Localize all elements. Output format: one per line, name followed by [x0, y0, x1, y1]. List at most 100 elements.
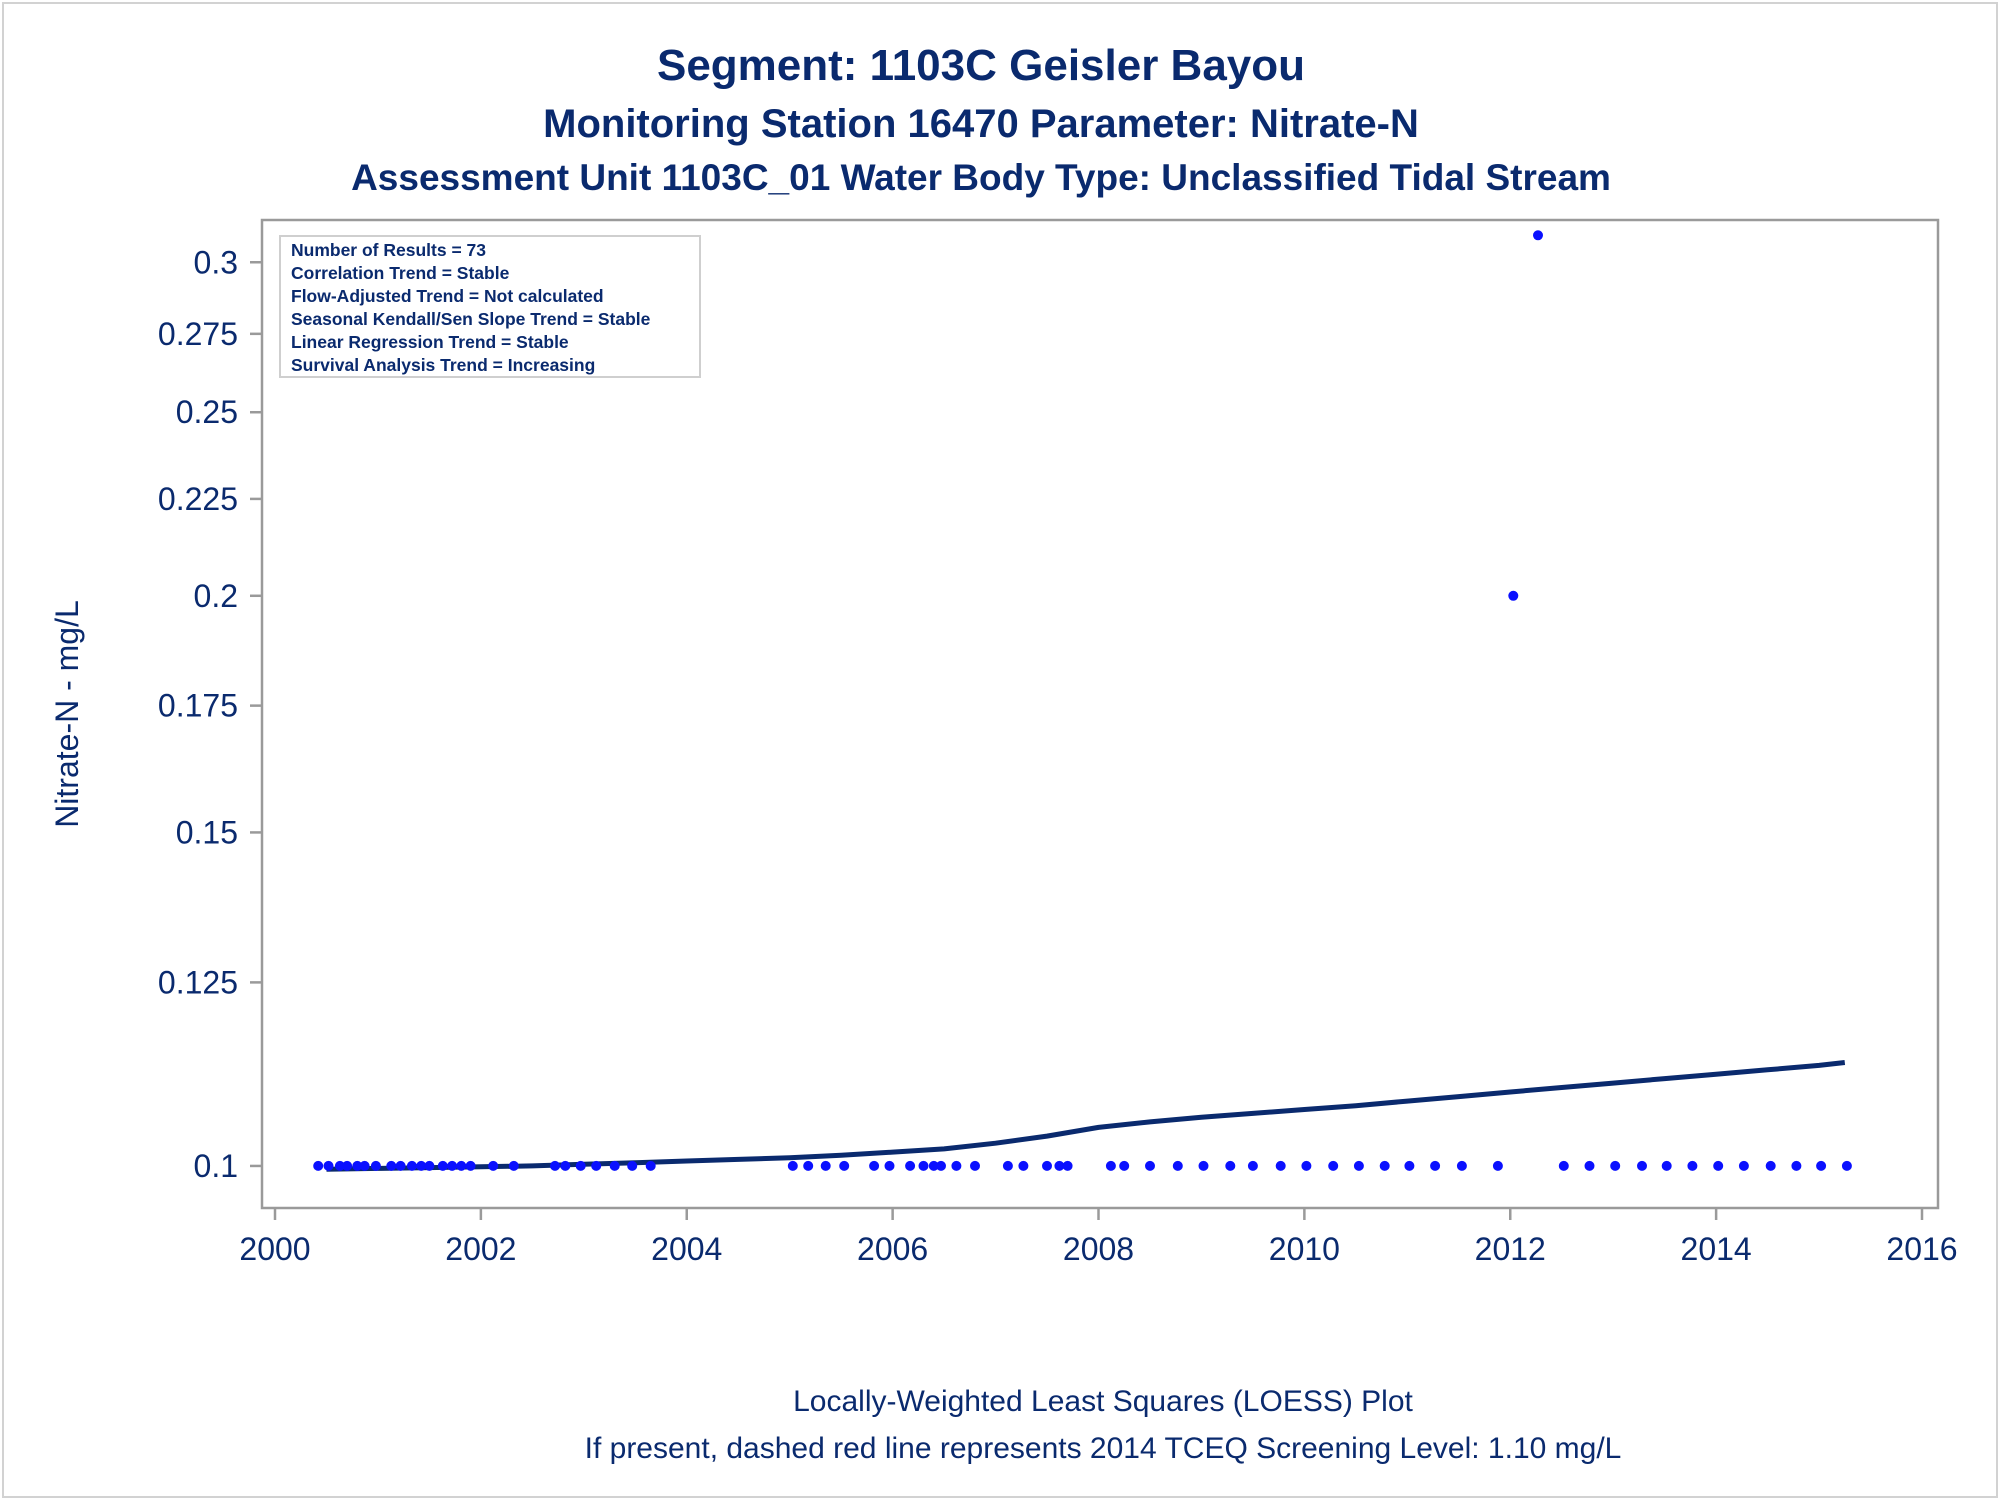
data-point — [1687, 1160, 1698, 1171]
data-point — [560, 1160, 571, 1171]
x-tick-label: 2012 — [1475, 1231, 1546, 1267]
data-point — [323, 1160, 334, 1171]
y-tick-label: 0.275 — [158, 316, 238, 352]
x-tick-label: 2014 — [1681, 1231, 1752, 1267]
data-point — [1275, 1160, 1286, 1171]
stats-legend-box — [279, 235, 701, 378]
data-point — [1404, 1160, 1415, 1171]
chart-subtitle-2: Assessment Unit 1103C_01 Water Body Type… — [351, 157, 1611, 198]
data-point — [884, 1160, 895, 1171]
data-point — [1105, 1160, 1116, 1171]
x-tick-label: 2006 — [857, 1231, 928, 1267]
data-point — [1062, 1160, 1073, 1171]
x-tick-label: 2010 — [1269, 1231, 1340, 1267]
data-point — [1172, 1160, 1183, 1171]
y-axis: 0.1 0.125 0.15 0.175 0.2 0.225 0.25 0.275 0.3 — [158, 244, 262, 1184]
data-point — [1713, 1160, 1724, 1171]
data-point — [1661, 1160, 1672, 1171]
legend-line: Survival Analysis Trend = Increasing — [291, 355, 595, 375]
data-point — [1054, 1160, 1065, 1171]
legend-line: Seasonal Kendall/Sen Slope Trend = Stabl… — [291, 309, 651, 329]
data-point — [424, 1160, 435, 1171]
data-point — [416, 1160, 427, 1171]
data-point — [1002, 1160, 1013, 1171]
x-tick-label: 2002 — [445, 1231, 516, 1267]
data-point — [1430, 1160, 1441, 1171]
data-point — [508, 1160, 519, 1171]
data-point — [1738, 1160, 1749, 1171]
stats-legend: Number of Results = 73 Correlation Trend… — [279, 235, 701, 378]
data-point — [1456, 1160, 1467, 1171]
x-tick-label: 2008 — [1063, 1231, 1134, 1267]
y-tick-label: 0.2 — [194, 578, 238, 614]
data-point — [313, 1160, 324, 1171]
data-point — [342, 1160, 353, 1171]
data-point — [609, 1160, 620, 1171]
data-point — [1610, 1160, 1621, 1171]
data-point — [352, 1160, 363, 1171]
data-point — [437, 1160, 448, 1171]
data-point — [803, 1160, 814, 1171]
data-point — [936, 1160, 946, 1171]
data-point — [1765, 1160, 1776, 1171]
data-point — [905, 1160, 916, 1171]
x-tick-label: 2016 — [1886, 1231, 1957, 1267]
data-point — [627, 1160, 638, 1171]
legend-line: Correlation Trend = Stable — [291, 263, 510, 283]
legend-line: Number of Results = 73 — [291, 240, 486, 260]
y-tick-label: 0.175 — [158, 688, 238, 724]
data-point — [1558, 1160, 1569, 1171]
data-point — [1791, 1160, 1802, 1171]
y-tick-label: 0.15 — [176, 814, 238, 850]
y-axis-label: Nitrate-N - mg/L — [49, 600, 85, 828]
data-point — [820, 1160, 831, 1171]
chart-title: Segment: 1103C Geisler Bayou — [657, 41, 1305, 90]
data-point — [1018, 1160, 1029, 1171]
data-point — [386, 1160, 397, 1171]
data-point — [1816, 1160, 1827, 1171]
data-point — [1841, 1160, 1852, 1171]
data-point — [787, 1160, 798, 1171]
footer-note-1: Locally-Weighted Least Squares (LOESS) P… — [793, 1385, 1413, 1418]
y-tick-label: 0.125 — [158, 964, 238, 1000]
data-point — [951, 1160, 962, 1171]
data-point — [918, 1160, 929, 1171]
data-point — [395, 1160, 406, 1171]
data-point — [1492, 1160, 1503, 1171]
data-point — [465, 1160, 476, 1171]
data-point — [456, 1160, 467, 1171]
data-point — [1379, 1160, 1390, 1171]
loess-line — [326, 1060, 1846, 1172]
data-point — [1119, 1160, 1130, 1171]
data-point — [1584, 1160, 1595, 1171]
data-point — [1353, 1160, 1364, 1171]
data-point — [1042, 1160, 1052, 1171]
data-points — [313, 230, 1852, 1171]
legend-line: Linear Regression Trend = Stable — [291, 332, 569, 352]
data-point — [550, 1160, 560, 1171]
data-point — [370, 1160, 381, 1171]
data-point — [970, 1160, 980, 1171]
x-tick-label: 2004 — [651, 1231, 722, 1267]
data-point — [406, 1160, 417, 1171]
data-point — [334, 1160, 345, 1171]
x-tick-label: 2000 — [239, 1231, 310, 1267]
data-point — [575, 1160, 586, 1171]
data-point — [1301, 1160, 1312, 1171]
data-point — [1247, 1160, 1258, 1171]
data-point — [1328, 1160, 1339, 1171]
y-tick-label: 0.25 — [176, 394, 238, 430]
data-point — [839, 1160, 850, 1171]
y-tick-label: 0.225 — [158, 481, 238, 517]
y-tick-label: 0.3 — [194, 244, 238, 280]
x-axis: 2000 2002 2004 2006 2008 2010 2012 2014 2016 — [239, 1208, 1958, 1267]
chart-subtitle: Monitoring Station 16470 Parameter: Nitr… — [543, 102, 1419, 146]
data-point — [1508, 590, 1519, 601]
data-point — [869, 1160, 880, 1171]
data-point — [645, 1160, 656, 1171]
data-point — [1533, 230, 1543, 241]
data-point — [447, 1160, 458, 1171]
data-point — [591, 1160, 602, 1171]
